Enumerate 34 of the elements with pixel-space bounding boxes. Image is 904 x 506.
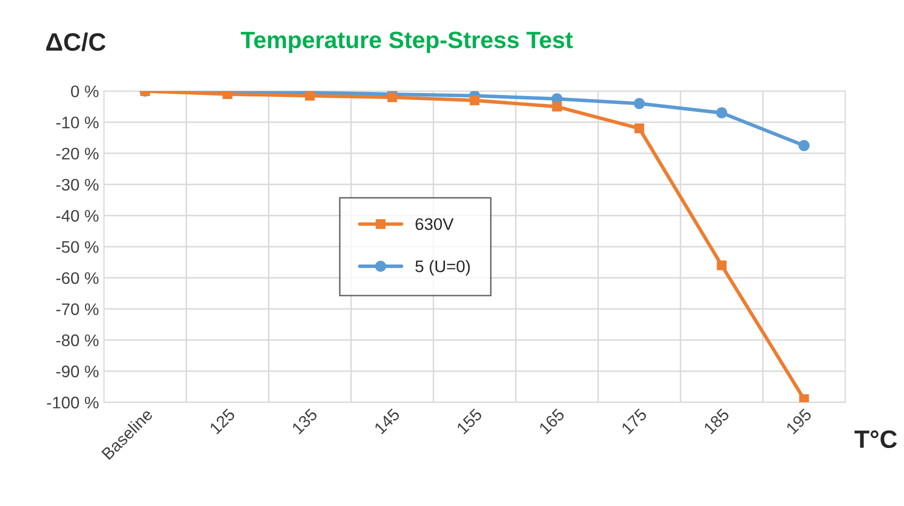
x-tick-label: 185: [703, 408, 730, 435]
x-tick-label: 135: [291, 408, 318, 435]
y-tick-label: -30 %: [56, 178, 99, 191]
y-tick-label: -70 %: [56, 303, 99, 316]
legend-label: 630V: [416, 218, 454, 230]
y-tick-label: -100 %: [47, 396, 99, 408]
x-tick-label: 195: [786, 408, 812, 435]
point: [387, 92, 398, 102]
x-tick-label: 165: [538, 408, 566, 435]
y-tick-label: -90 %: [56, 366, 99, 378]
x-axis-title: T°C: [854, 430, 897, 448]
y-tick-label: -20 %: [56, 148, 99, 160]
y-tick-label: -50 %: [56, 241, 99, 253]
point: [716, 107, 728, 118]
point: [552, 102, 562, 112]
x-tick-label: 145: [374, 408, 400, 435]
point: [798, 140, 810, 152]
point: [716, 260, 727, 270]
x-tick-label: 125: [209, 408, 236, 435]
x-tick-label: 155: [456, 408, 483, 435]
y-tick-label: -40 %: [56, 210, 99, 222]
legend-label: 5 (U=0): [415, 260, 470, 276]
x-tick-label: 175: [621, 408, 648, 435]
chart-title: Temperature Step-Stress Test: [240, 32, 573, 53]
y-tick-label: -80 %: [56, 334, 99, 346]
y-axis-title: ΔC/C: [46, 32, 106, 52]
y-tick-label: -10 %: [56, 116, 99, 128]
point: [634, 98, 645, 110]
point: [634, 124, 644, 134]
y-tick-label: 0 %: [71, 85, 99, 98]
point: [799, 394, 809, 402]
point: [305, 91, 315, 101]
y-tick-label: -60 %: [56, 272, 99, 284]
point: [470, 96, 480, 106]
